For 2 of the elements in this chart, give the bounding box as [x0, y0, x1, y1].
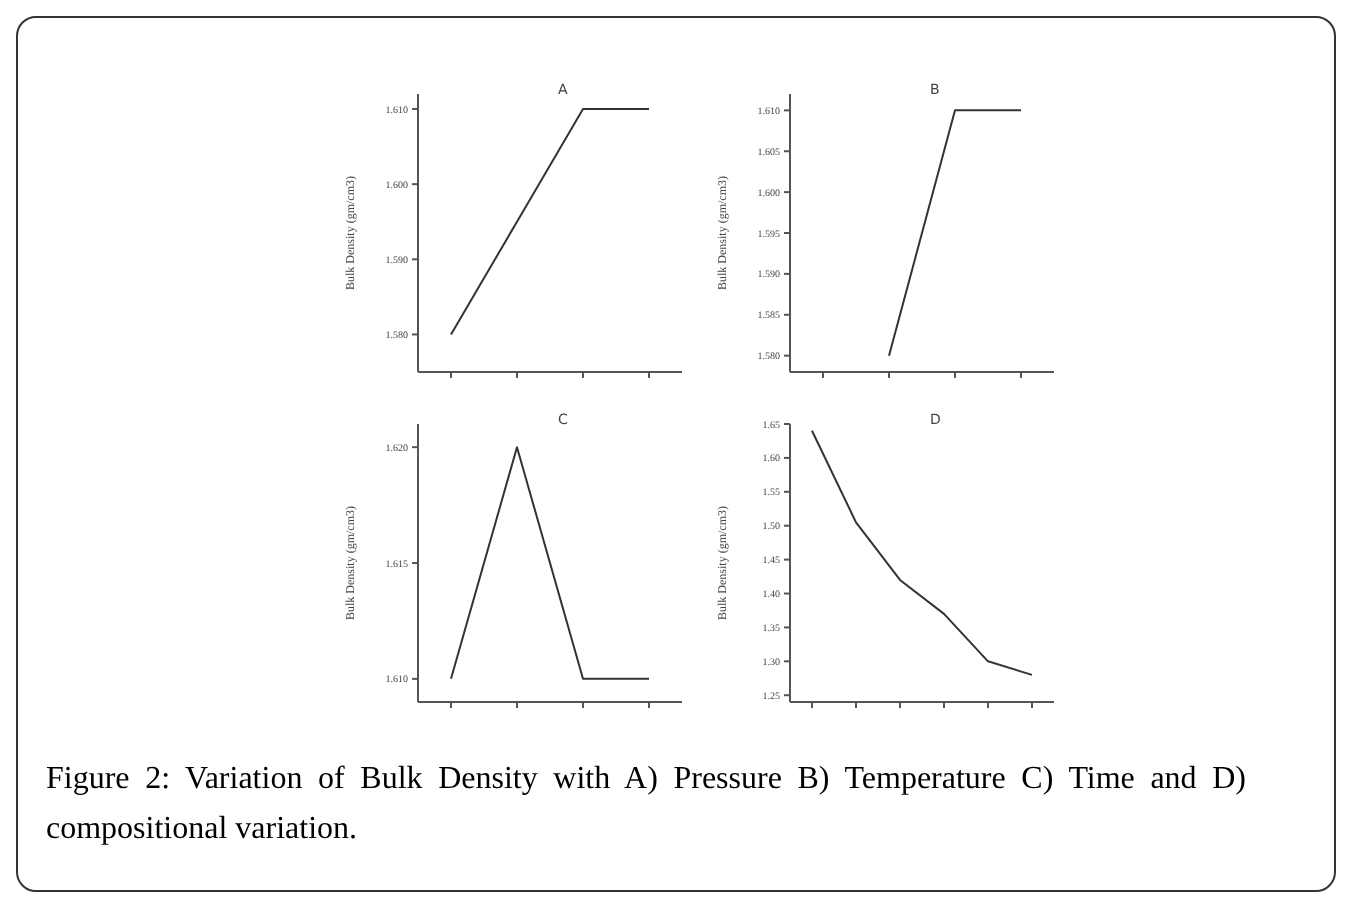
caption: Figure 2: Variation of Bulk Density with A) Pressure B) Temperature C) Time and D) compositional variation.: [46, 760, 1246, 850]
line-series: [811, 429, 1033, 676]
